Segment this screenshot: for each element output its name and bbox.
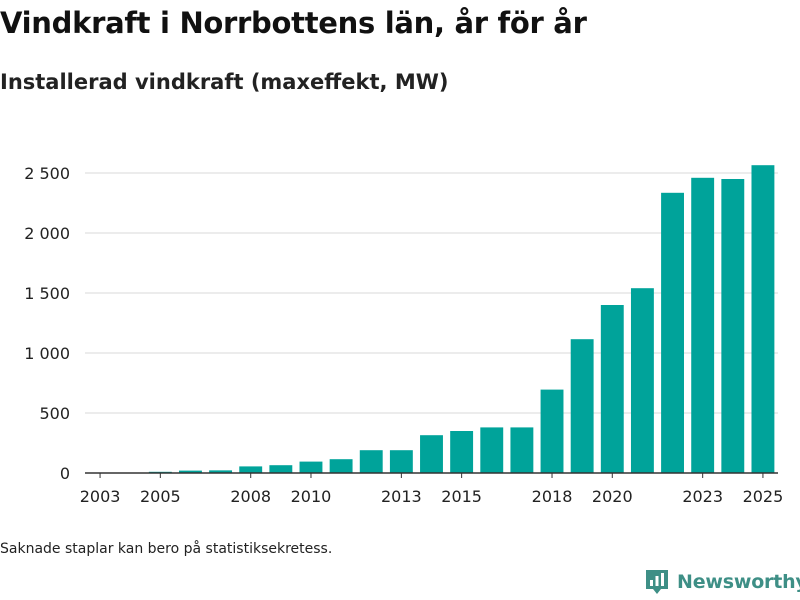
x-tick-label: 2008 [230,487,271,506]
footnote: Saknade staplar kan bero på statistiksek… [0,541,333,557]
newsworthy-logo-text: Newsworthy [677,571,800,593]
y-tick-label: 0 [60,464,70,483]
bar-2013 [389,450,413,473]
bar-2012 [359,450,383,473]
bar-chart: 0 500 1 000 1 500 2 000 2 500 2003 2005 2008 201… [24,164,784,506]
bar-2016 [480,427,504,473]
bar-2009 [269,465,293,473]
newsworthy-logo-icon [646,570,668,594]
bar-2022 [661,192,684,474]
bar-2019 [570,339,594,473]
bars [88,165,775,474]
chart-title: Vindkraft i Norrbottens län, år för år [0,6,587,40]
newsworthy-logo[interactable]: Newsworthy [644,568,800,596]
y-tick-label: 1 000 [24,344,70,363]
x-tick-label: 2015 [441,487,482,506]
y-tick-label: 2 500 [24,164,70,183]
bar-2011 [329,459,353,473]
x-tick-label: 2020 [592,487,633,506]
bar-2021 [630,288,654,473]
bar-2007 [209,470,233,473]
x-tick-label: 2025 [743,487,784,506]
bar-2025 [751,165,775,473]
bar-2017 [510,427,534,473]
x-tick-label: 2018 [532,487,573,506]
chart-subtitle: Installerad vindkraft (maxeffekt, MW) [0,70,449,94]
bar-2024 [721,179,745,473]
bar-2020 [600,305,624,473]
bar-2018 [540,389,564,473]
bar-2023 [691,177,715,474]
y-tick-label: 1 500 [24,284,70,303]
x-axis-ticks: 2003 2005 2008 2010 2013 2015 2018 2020 2023 2025 [80,473,784,506]
y-axis-ticks: 0 500 1 000 1 500 2 000 2 500 [24,164,70,483]
x-tick-label: 2003 [80,487,121,506]
x-tick-label: 2013 [381,487,422,506]
bar-2008 [239,466,263,473]
x-tick-label: 2010 [291,487,332,506]
bar-2014 [420,435,443,473]
x-tick-label: 2005 [140,487,181,506]
y-tick-label: 2 000 [24,224,70,243]
bar-2010 [299,461,323,473]
x-tick-label: 2023 [682,487,723,506]
bar-2015 [450,431,474,473]
bar-2006 [179,470,202,473]
y-tick-label: 500 [39,404,70,423]
